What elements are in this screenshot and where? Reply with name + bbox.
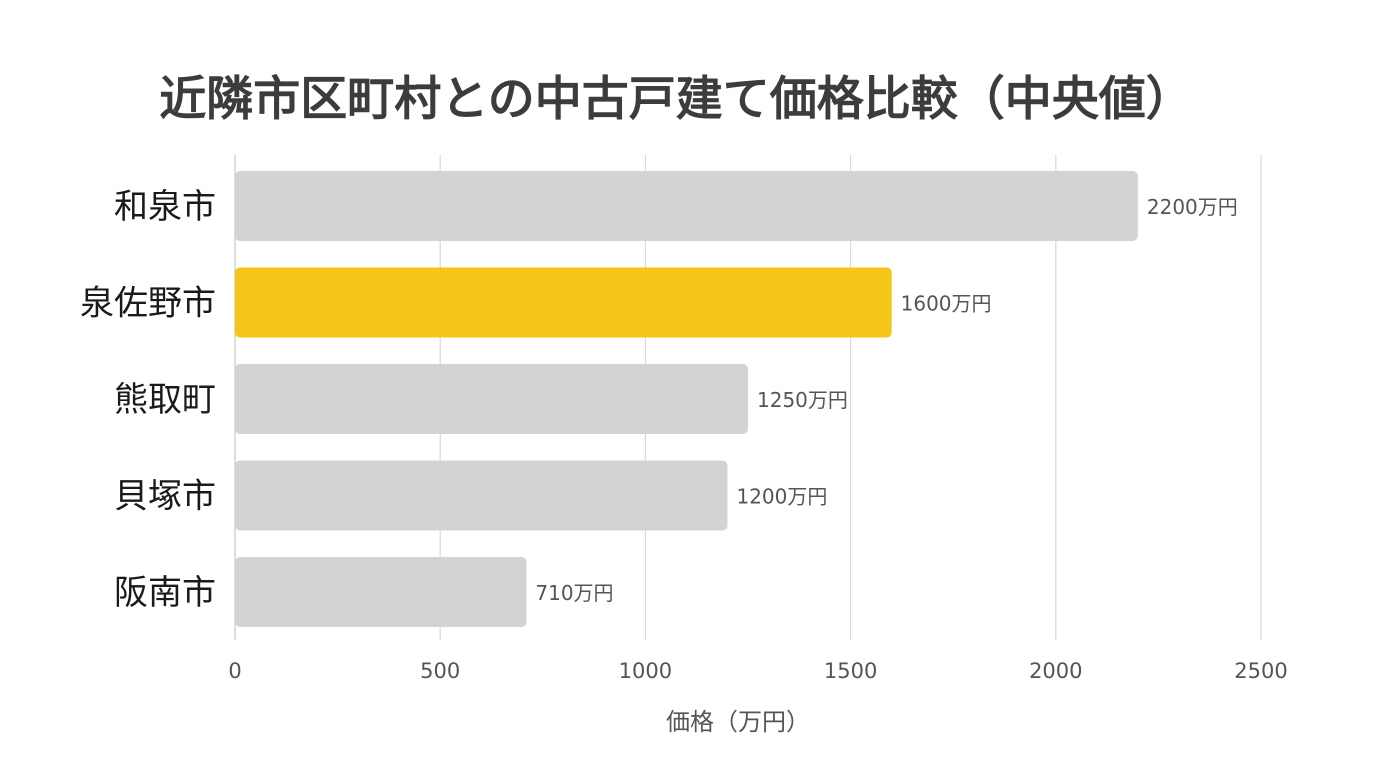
data-label: 710万円 bbox=[535, 581, 613, 605]
category-label: 阪南市 bbox=[114, 573, 216, 613]
data-label: 1200万円 bbox=[736, 485, 827, 509]
x-tick-label: 2000 bbox=[1029, 659, 1082, 683]
bar bbox=[235, 364, 748, 434]
x-tick-label: 1000 bbox=[619, 659, 672, 683]
bar bbox=[235, 460, 728, 531]
x-tick-label: 0 bbox=[228, 659, 241, 683]
bar bbox=[235, 267, 892, 338]
bar bbox=[235, 171, 1138, 241]
chart-title: 近隣市区町村との中古戸建て価格比較（中央値） bbox=[159, 72, 1193, 127]
category-label: 和泉市 bbox=[114, 187, 216, 227]
x-tick-label: 1500 bbox=[824, 659, 877, 683]
category-label: 熊取町 bbox=[114, 380, 216, 420]
data-label: 2200万円 bbox=[1147, 195, 1238, 219]
x-tick-label: 2500 bbox=[1234, 659, 1287, 683]
category-label: 泉佐野市 bbox=[80, 284, 216, 324]
data-label: 1250万円 bbox=[757, 388, 848, 412]
x-axis-label: 価格（万円） bbox=[666, 708, 810, 736]
data-label: 1600万円 bbox=[901, 292, 992, 316]
category-label: 貝塚市 bbox=[114, 477, 216, 517]
x-tick-label: 500 bbox=[420, 659, 460, 683]
bar bbox=[235, 557, 527, 627]
